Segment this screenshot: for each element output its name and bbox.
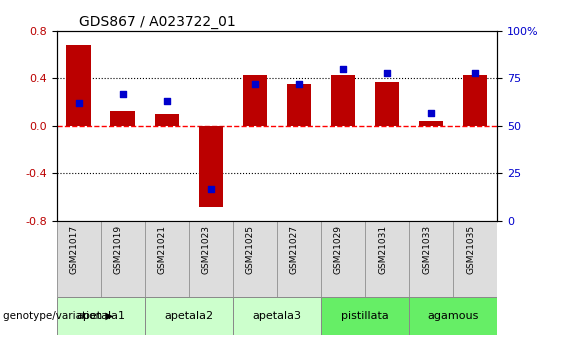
Text: GSM21031: GSM21031 (378, 225, 387, 274)
Bar (56, 221, 101, 297)
Bar (243, 75, 267, 126)
Bar (233, 297, 321, 335)
Bar (145, 221, 189, 297)
Bar (419, 121, 443, 126)
Bar (287, 85, 311, 126)
Bar (409, 297, 497, 335)
Point (250, 81, 259, 87)
Bar (321, 221, 365, 297)
Bar (233, 221, 277, 297)
Text: GDS867 / A023722_01: GDS867 / A023722_01 (79, 14, 235, 29)
Bar (56, 297, 145, 335)
Text: GSM21025: GSM21025 (246, 225, 255, 274)
Bar (199, 126, 223, 207)
Text: GSM21033: GSM21033 (422, 225, 431, 274)
Point (294, 81, 303, 87)
Text: genotype/variation ▶: genotype/variation ▶ (3, 311, 113, 321)
Bar (375, 82, 399, 126)
Point (383, 70, 392, 76)
Point (427, 110, 436, 116)
Point (206, 186, 215, 191)
Bar (67, 45, 90, 126)
Text: GSM21035: GSM21035 (466, 225, 475, 274)
Text: GSM21021: GSM21021 (158, 225, 167, 274)
Bar (463, 75, 487, 126)
Text: agamous: agamous (428, 311, 479, 321)
Point (338, 66, 347, 72)
Bar (365, 221, 409, 297)
Bar (145, 297, 233, 335)
Bar (409, 221, 453, 297)
Point (118, 91, 127, 97)
Text: apetala1: apetala1 (76, 311, 125, 321)
Bar (101, 221, 145, 297)
Bar (331, 75, 355, 126)
Bar (111, 110, 134, 126)
Text: apetala3: apetala3 (253, 311, 301, 321)
Text: pistillata: pistillata (341, 311, 389, 321)
Bar (321, 297, 409, 335)
Bar (277, 221, 321, 297)
Text: apetala2: apetala2 (164, 311, 213, 321)
Text: GSM21029: GSM21029 (334, 225, 343, 274)
Text: GSM21017: GSM21017 (69, 225, 79, 274)
Bar (453, 221, 497, 297)
Point (162, 99, 171, 104)
Bar (155, 114, 179, 126)
Text: GSM21027: GSM21027 (290, 225, 299, 274)
Text: GSM21023: GSM21023 (202, 225, 211, 274)
Bar (189, 221, 233, 297)
Text: GSM21019: GSM21019 (114, 225, 123, 274)
Point (471, 70, 480, 76)
Point (74, 100, 83, 106)
